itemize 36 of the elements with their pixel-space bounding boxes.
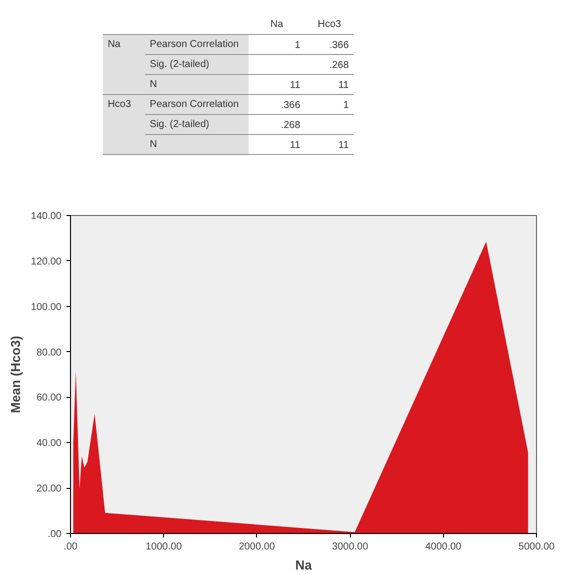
text: Sig. (2-tailed) [150, 59, 210, 70]
y-tick-label: 80.00 [36, 347, 62, 358]
text: Hco3 [108, 99, 132, 110]
x-tick-label: 3000.00 [332, 542, 369, 552]
text: 11 [290, 140, 301, 151]
y-tick-label: 60.00 [36, 392, 62, 404]
text: 11 [338, 140, 350, 151]
x-tick-label: 2000.00 [238, 542, 276, 552]
y-tick-label: 20.00 [36, 484, 62, 495]
text: 1 [294, 40, 301, 51]
x-axis-title: Na [295, 558, 313, 572]
y-tick-label: 140.00 [30, 211, 62, 222]
text: .366 [329, 40, 350, 51]
x-tick-label: 4000.00 [425, 542, 462, 552]
text: Hco3 [318, 19, 342, 30]
text: 11 [338, 80, 350, 91]
x-tick-label: 1000.00 [146, 542, 182, 552]
text: .268 [280, 120, 301, 131]
y-axis-title: Mean (Hco3) [8, 336, 23, 414]
text: N [150, 79, 158, 90]
y-tick-label: 40.00 [36, 438, 62, 450]
text: .366 [280, 100, 301, 111]
text: Sig. (2-tailed) [150, 119, 210, 130]
text: .268 [329, 60, 350, 71]
x-tick-label: .00 [64, 542, 78, 552]
y-tick-label: 100.00 [30, 302, 62, 313]
text: Na [108, 39, 121, 50]
text: 11 [290, 80, 301, 91]
text: Na [270, 19, 284, 30]
y-tick-label: 120.00 [30, 256, 62, 268]
text: Pearson Correlation [150, 99, 239, 110]
x-tick-label: 5000.00 [518, 542, 556, 552]
text: 1 [343, 100, 350, 111]
text: N [150, 139, 158, 150]
y-tick-label: .00 [48, 529, 62, 540]
text: Pearson Correlation [150, 39, 239, 50]
